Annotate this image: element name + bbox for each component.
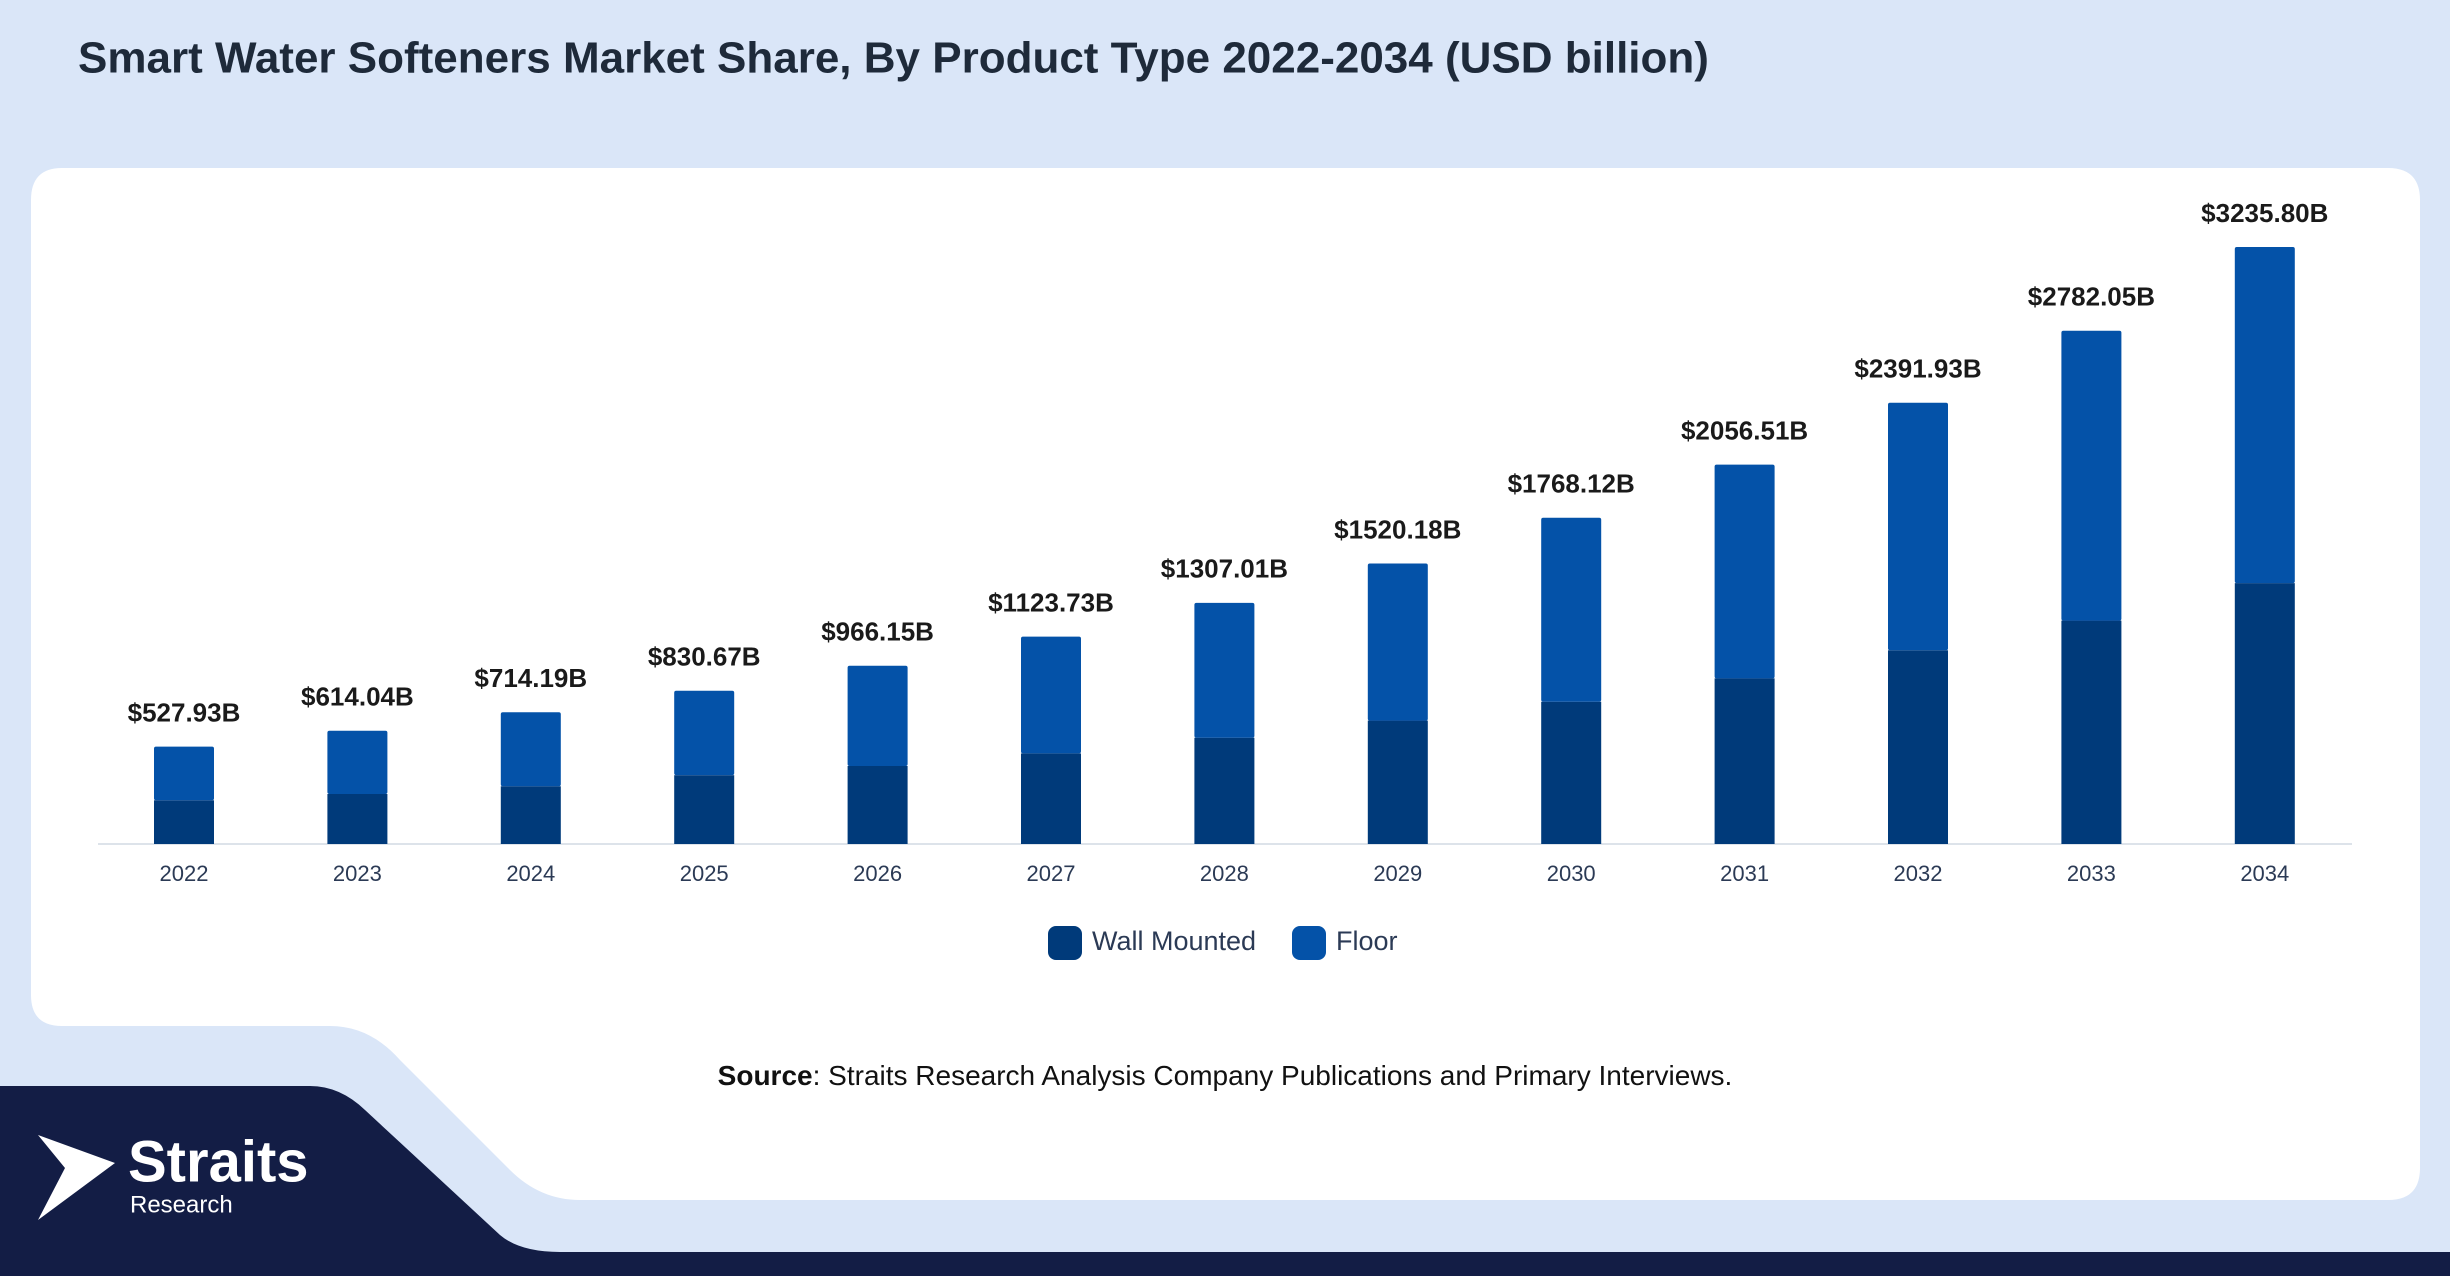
- bar-segment: [2061, 620, 2122, 844]
- bar-segment: [1714, 464, 1775, 679]
- x-tick-label: 2033: [2067, 861, 2116, 886]
- x-tick-label: 2034: [2240, 861, 2289, 886]
- legend-label: Wall Mounted: [1092, 926, 1256, 956]
- x-tick-label: 2024: [506, 861, 555, 886]
- bar-segment: [2234, 247, 2295, 584]
- bar-segment: [2234, 583, 2295, 844]
- total-label: $714.19B: [474, 663, 587, 693]
- bar-segment: [154, 800, 214, 844]
- bar-segment: [1367, 720, 1428, 844]
- x-tick-label: 2022: [160, 861, 209, 886]
- bar-segment: [674, 775, 735, 844]
- bar-segment: [1888, 650, 1948, 844]
- bar-segment: [154, 746, 214, 801]
- bar-segment: [674, 690, 735, 776]
- bar-segment: [1541, 517, 1602, 702]
- bar-segment: [847, 665, 908, 766]
- total-label: $1768.12B: [1508, 469, 1635, 499]
- bar-segment: [2061, 330, 2122, 621]
- x-tick-label: 2027: [1027, 861, 1076, 886]
- total-label: $2056.51B: [1681, 415, 1808, 445]
- total-label: $966.15B: [821, 617, 934, 647]
- legend-swatch: [1048, 926, 1082, 960]
- total-label: $1123.73B: [988, 588, 1114, 618]
- x-tick-label: 2023: [333, 861, 382, 886]
- bar-segment: [327, 794, 388, 844]
- x-tick-label: 2025: [680, 861, 729, 886]
- total-label: $2782.05B: [2028, 282, 2155, 312]
- bar-segment: [1021, 636, 1081, 754]
- x-tick-label: 2032: [1894, 861, 1943, 886]
- total-label: $527.93B: [128, 697, 241, 727]
- x-tick-label: 2029: [1373, 861, 1422, 886]
- logo-subtitle: Research: [130, 1191, 233, 1218]
- logo-name: Straits: [128, 1129, 309, 1194]
- bar-segment: [847, 765, 908, 844]
- total-label: $2391.93B: [1854, 354, 1981, 384]
- source: Source: Straits Research Analysis Compan…: [718, 1060, 1733, 1091]
- source-text: : Straits Research Analysis Company Publ…: [813, 1060, 1733, 1091]
- bar-segment: [1367, 563, 1428, 721]
- bar-segment: [1194, 602, 1255, 738]
- total-label: $614.04B: [301, 682, 414, 712]
- bar-segment: [327, 730, 388, 795]
- legend-swatch: [1292, 926, 1326, 960]
- bar-segment: [1194, 737, 1255, 844]
- total-label: $1307.01B: [1161, 554, 1288, 584]
- bar-segment: [500, 786, 561, 844]
- x-tick-label: 2030: [1547, 861, 1596, 886]
- total-label: $1520.18B: [1334, 514, 1461, 544]
- total-label: $830.67B: [648, 642, 761, 672]
- total-label: $3235.80B: [2201, 198, 2328, 228]
- bar-segment: [1714, 678, 1775, 844]
- x-tick-label: 2028: [1200, 861, 1249, 886]
- footer: [0, 1086, 2450, 1276]
- x-tick-label: 2026: [853, 861, 902, 886]
- x-tick-label: 2031: [1720, 861, 1769, 886]
- chart-title: Smart Water Softeners Market Share, By P…: [78, 34, 1709, 83]
- logo-icon: [38, 1135, 115, 1220]
- bar-segment: [500, 712, 561, 787]
- legend-label: Floor: [1336, 926, 1398, 956]
- source-label: Source: [718, 1060, 813, 1091]
- bar-segment: [1541, 701, 1602, 844]
- bar-segment: [1021, 753, 1081, 844]
- bar-segment: [1888, 402, 1948, 651]
